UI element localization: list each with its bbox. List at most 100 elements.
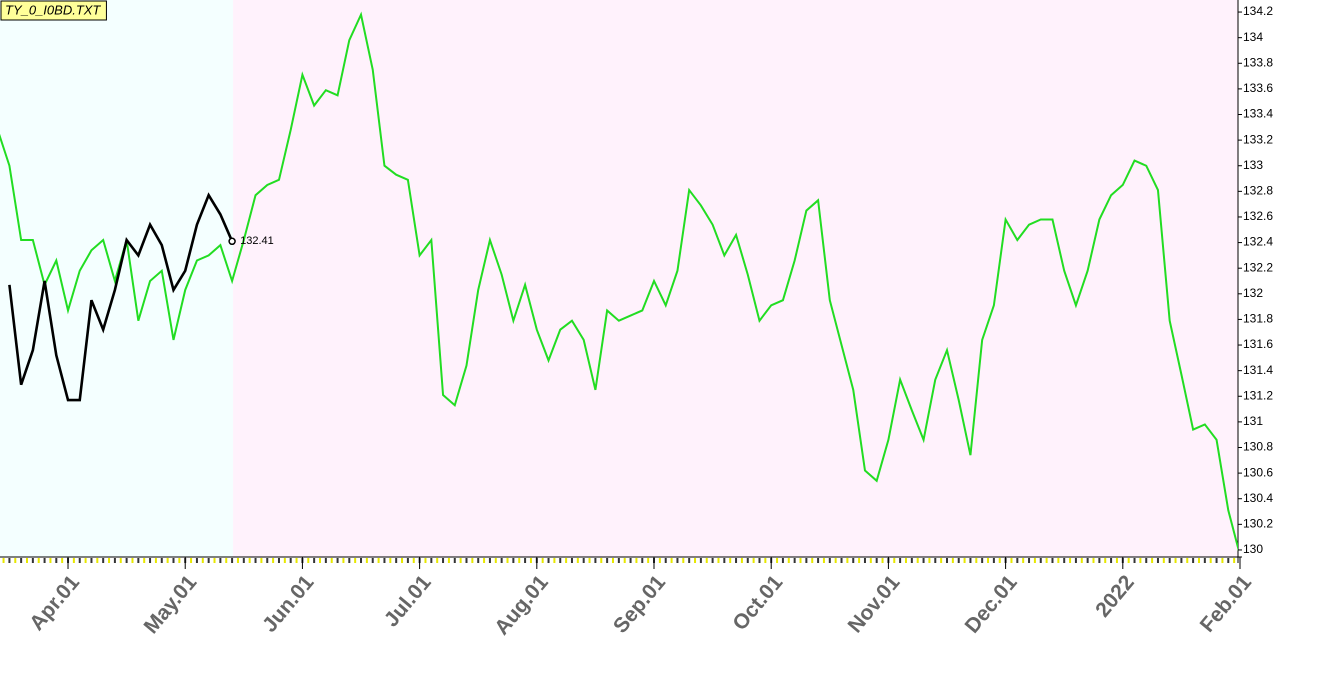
x-tick-label: Aug.01	[490, 571, 553, 640]
y-tick-label: 131.4	[1243, 363, 1273, 377]
minor-tick	[858, 558, 861, 563]
y-tick-label: 134.2	[1243, 4, 1273, 18]
minor-tick	[916, 558, 919, 563]
minor-tick	[318, 558, 321, 563]
minor-tick	[834, 558, 837, 563]
minor-tick	[277, 558, 280, 563]
x-tick-label: Nov.01	[844, 571, 905, 638]
minor-tick	[805, 558, 808, 563]
y-tick-label: 132.2	[1243, 260, 1273, 274]
minor-tick	[500, 558, 503, 563]
minor-tick	[8, 558, 11, 563]
minor-tick	[635, 558, 638, 563]
minor-tick	[641, 558, 644, 563]
y-tick-label: 133.4	[1243, 107, 1273, 121]
minor-tick	[78, 558, 81, 563]
minor-tick	[149, 558, 152, 563]
minor-tick	[272, 558, 275, 563]
minor-tick	[746, 558, 749, 563]
minor-tick	[160, 558, 163, 563]
minor-tick	[869, 558, 872, 563]
minor-tick	[43, 558, 46, 563]
minor-tick	[143, 558, 146, 563]
minor-tick	[541, 558, 544, 563]
minor-tick	[1063, 558, 1066, 563]
minor-tick	[488, 558, 491, 563]
minor-tick	[863, 558, 866, 563]
minor-tick	[576, 558, 579, 563]
minor-tick	[729, 558, 732, 563]
minor-tick	[688, 558, 691, 563]
minor-tick	[1080, 558, 1083, 563]
minor-tick	[875, 558, 878, 563]
minor-tick	[606, 558, 609, 563]
plot-area	[0, 11, 1238, 552]
minor-tick	[822, 558, 825, 563]
minor-tick	[1039, 558, 1042, 563]
minor-tick	[154, 558, 157, 563]
minor-tick	[453, 558, 456, 563]
minor-tick	[424, 558, 427, 563]
minor-tick	[365, 558, 368, 563]
x-tick-label: Oct.01	[728, 571, 787, 635]
minor-tick	[172, 558, 175, 563]
minor-tick	[242, 558, 245, 563]
minor-tick	[348, 558, 351, 563]
y-tick-label: 130.6	[1243, 465, 1273, 479]
y-tick-label: 131	[1243, 414, 1263, 428]
minor-tick	[1045, 558, 1048, 563]
minor-tick	[1186, 558, 1189, 563]
minor-tick	[459, 558, 462, 563]
minor-tick	[166, 558, 169, 563]
minor-tick	[975, 558, 978, 563]
last-point	[228, 237, 236, 246]
series-line	[8, 192, 234, 402]
minor-tick	[477, 558, 480, 563]
minor-tick	[37, 558, 40, 563]
minor-tick	[465, 558, 468, 563]
minor-tick	[570, 558, 573, 563]
minor-tick	[1051, 558, 1054, 563]
minor-tick	[846, 558, 849, 563]
minor-tick	[992, 558, 995, 563]
minor-tick	[1227, 558, 1230, 563]
minor-tick	[371, 558, 374, 563]
minor-tick	[447, 558, 450, 563]
y-tick-label: 130	[1243, 542, 1263, 556]
chart-title: TY_0_I0BD.TXT	[5, 2, 101, 17]
minor-tick	[817, 558, 820, 563]
minor-tick	[664, 558, 667, 563]
minor-tick	[1074, 558, 1077, 563]
minor-tick	[1192, 558, 1195, 563]
minor-tick	[852, 558, 855, 563]
minor-tick	[1180, 558, 1183, 563]
background-right	[233, 0, 1239, 557]
minor-tick	[190, 558, 193, 563]
minor-tick	[658, 558, 661, 563]
title-box	[0, 0, 107, 21]
minor-tick	[219, 558, 222, 563]
minor-tick	[1133, 558, 1136, 563]
minor-tick	[324, 558, 327, 563]
minor-tick	[512, 558, 515, 563]
minor-tick	[20, 558, 23, 563]
minor-tick	[957, 558, 960, 563]
y-tick-label: 132.8	[1243, 184, 1273, 198]
minor-tick	[828, 558, 831, 563]
minor-tick	[295, 558, 298, 563]
minor-tick	[471, 558, 474, 563]
y-tick-label: 130.2	[1243, 517, 1273, 531]
minor-tick	[330, 558, 333, 563]
minor-tick	[553, 558, 556, 563]
y-tick-label: 132	[1243, 286, 1263, 300]
minor-tick	[25, 558, 28, 563]
minor-tick	[1139, 558, 1142, 563]
minor-tick	[611, 558, 614, 563]
minor-tick	[442, 558, 445, 563]
minor-tick	[31, 558, 34, 563]
y-tick-label: 133.6	[1243, 81, 1273, 95]
minor-tick	[401, 558, 404, 563]
minor-tick	[231, 558, 234, 563]
minor-tick	[266, 558, 269, 563]
